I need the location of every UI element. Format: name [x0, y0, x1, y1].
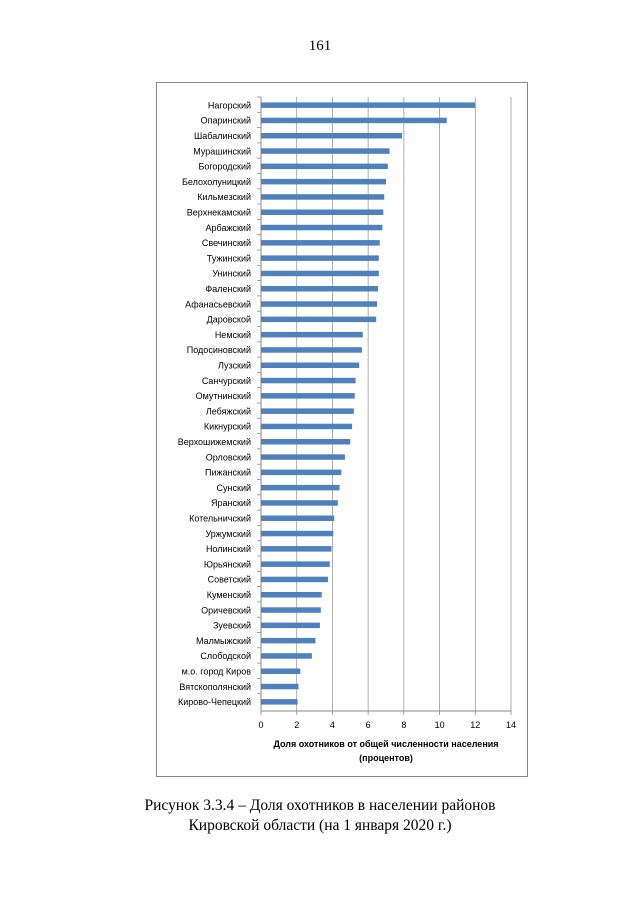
category-label: Немский	[215, 330, 251, 340]
hunters-share-bar-chart: Нагорский Опаринский Шабалинский Мурашински…	[178, 96, 516, 763]
category-label: Орловский	[206, 452, 251, 462]
bar	[261, 423, 353, 430]
bar	[261, 546, 332, 552]
bar	[261, 637, 316, 644]
bar	[261, 454, 345, 460]
bar	[261, 515, 335, 521]
bar	[261, 209, 384, 215]
x-axis-title: Доля охотников от общей численности насе…	[273, 739, 498, 749]
category-label: Шабалинский	[194, 131, 251, 141]
bar	[261, 316, 377, 323]
x-tick-label: 10	[435, 720, 445, 730]
category-label: Зуевский	[213, 621, 251, 631]
x-tick-label: 0	[258, 720, 263, 730]
bar	[261, 699, 298, 705]
category-label: Пижанский	[205, 468, 251, 478]
category-label: Верхнекамский	[187, 207, 251, 217]
bar	[261, 133, 403, 139]
category-label: Советский	[208, 575, 251, 585]
bar	[261, 301, 378, 307]
x-tick-label: 6	[366, 720, 371, 730]
category-label: Кикнурский	[204, 422, 251, 432]
bar	[261, 683, 299, 690]
category-label: Тужинский	[207, 253, 251, 263]
category-label: Мурашинский	[193, 146, 251, 156]
bar	[261, 408, 354, 414]
x-tick-label: 4	[330, 720, 335, 730]
x-tick-label: 12	[470, 720, 480, 730]
caption-line-1: Рисунок 3.3.4 – Доля охотников в населен…	[144, 797, 496, 814]
bar	[261, 668, 301, 674]
category-label: Юрьянский	[204, 559, 251, 569]
x-tick-label: 14	[506, 720, 516, 730]
bar	[261, 194, 385, 200]
caption-line-2: Кировской области (на 1 января 2020 г.)	[188, 817, 452, 834]
figure-caption: Рисунок 3.3.4 – Доля охотников в населен…	[0, 796, 640, 836]
x-axis-title-units: (процентов)	[359, 753, 413, 763]
category-label: Уржумский	[205, 529, 251, 539]
bar	[261, 576, 328, 583]
bar	[261, 286, 378, 292]
category-label: Малмыжский	[196, 636, 251, 646]
bar	[261, 561, 330, 567]
bar	[261, 393, 355, 399]
category-label: Белохолуницкий	[182, 177, 251, 187]
bar	[261, 148, 390, 154]
category-label: Фаленский	[205, 284, 251, 294]
category-label: Верхошижемский	[178, 437, 251, 447]
bar	[261, 178, 386, 185]
category-label: Яранский	[211, 498, 251, 508]
category-label: Нолинский	[206, 544, 251, 554]
category-label: Оричевский	[201, 605, 251, 615]
category-label: Нагорский	[208, 100, 251, 110]
category-label: Лебяжский	[206, 406, 251, 416]
bar	[261, 240, 380, 246]
bar	[261, 592, 322, 598]
category-label: Свечинский	[202, 238, 251, 248]
bar	[261, 439, 351, 445]
bar	[261, 377, 356, 384]
bar	[261, 163, 388, 170]
bar	[261, 117, 447, 124]
category-label: Котельничский	[189, 513, 251, 523]
bar	[261, 102, 476, 108]
category-label: Омутнинский	[196, 391, 251, 401]
bar	[261, 347, 362, 353]
category-label: Куменский	[207, 590, 251, 600]
bar	[261, 607, 321, 613]
bar	[261, 484, 340, 491]
category-label: Афанасьевский	[185, 299, 251, 309]
bar	[261, 331, 363, 338]
bar	[261, 530, 334, 537]
category-label: Вятскополянский	[179, 682, 251, 692]
bar	[261, 622, 320, 629]
category-label: Сунский	[217, 483, 251, 493]
category-label: Богородский	[198, 162, 251, 172]
category-label: м.о. город Киров	[182, 666, 252, 676]
category-label: Слободской	[200, 651, 251, 661]
bar	[261, 500, 338, 506]
category-label: Подосиновский	[187, 345, 251, 355]
category-label: Кильмезский	[197, 192, 251, 202]
x-tick-label: 8	[401, 720, 406, 730]
category-label: Даровской	[207, 315, 251, 325]
category-label: Лузский	[218, 360, 251, 370]
x-tick-label: 2	[294, 720, 299, 730]
chart-container: Нагорский Опаринский Шабалинский Мурашински…	[156, 82, 528, 777]
bar	[261, 362, 360, 368]
category-label: Унинский	[212, 269, 251, 279]
bar	[261, 469, 342, 476]
page-number: 161	[308, 38, 332, 54]
bar	[261, 255, 379, 261]
category-label: Санчурский	[202, 376, 251, 386]
bar	[261, 270, 379, 277]
category-label: Арбажский	[206, 223, 251, 233]
bar	[261, 224, 383, 231]
category-label: Опаринский	[201, 116, 251, 126]
bar	[261, 653, 312, 659]
category-label: Кирово-Чепецкий	[178, 697, 251, 707]
